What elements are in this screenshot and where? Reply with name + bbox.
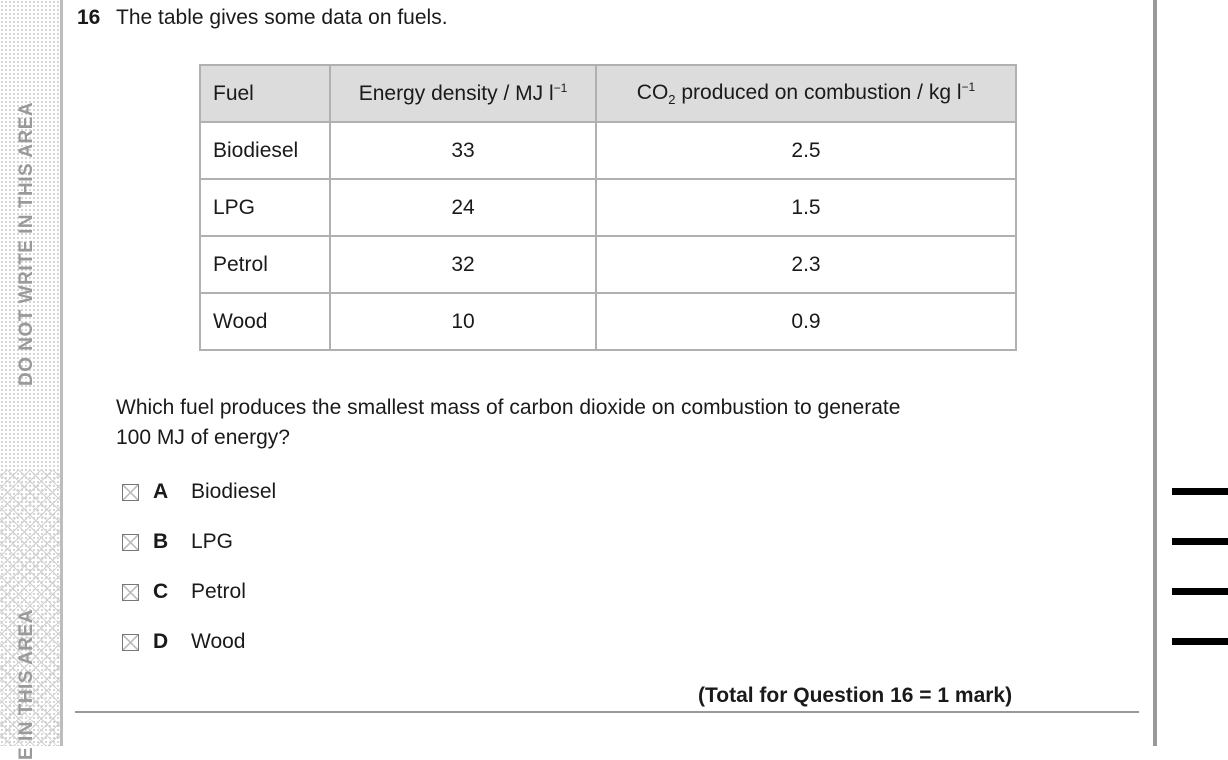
header-energy-density: Energy density / MJ l−1 — [329, 64, 597, 123]
question-number: 16 — [77, 6, 101, 29]
total-marks: (Total for Question 16 = 1 mark) — [698, 684, 1013, 707]
header-energy-sup: −1 — [553, 81, 568, 95]
answer-checkbox[interactable] — [122, 534, 139, 551]
header-co2-text: CO — [636, 80, 669, 104]
cell-fuel: LPG — [199, 178, 331, 237]
header-co2-produced: CO2 produced on combustion / kg l−1 — [595, 64, 1017, 123]
question-stem: The table gives some data on fuels. — [116, 6, 448, 29]
prompt-line: Which fuel produces the smallest mass of… — [116, 396, 901, 419]
answer-checkbox[interactable] — [122, 484, 139, 501]
timing-mark — [1172, 538, 1228, 545]
option-letter: C — [153, 580, 169, 603]
option-text: Wood — [191, 630, 246, 653]
option-letter: B — [153, 530, 169, 553]
cell-co2: 2.5 — [595, 121, 1017, 180]
answer-checkbox[interactable] — [122, 584, 139, 601]
header-co2-sup: −1 — [961, 79, 976, 94]
right-margin — [1157, 0, 1228, 746]
header-co2-sub: 2 — [668, 92, 676, 108]
crosshatch-pattern — [0, 470, 60, 746]
left-margin-rule — [60, 0, 63, 746]
timing-mark — [1172, 638, 1228, 645]
cell-co2: 1.5 — [595, 178, 1017, 237]
fuel-data-table: Fuel Energy density / MJ l−1 CO2 produce… — [199, 64, 1017, 351]
table-row: Wood 10 0.9 — [199, 292, 1017, 351]
cell-fuel: Biodiesel — [199, 121, 331, 180]
option-letter: A — [153, 480, 169, 503]
cell-energy: 33 — [329, 121, 597, 180]
table-row: Biodiesel 33 2.5 — [199, 121, 1017, 180]
timing-mark — [1172, 588, 1228, 595]
option-letter: D — [153, 630, 169, 653]
do-not-write-warning: DO NOT WRITE IN THIS AREA — [16, 101, 37, 386]
option-text: Petrol — [191, 580, 246, 603]
table-header-row: Fuel Energy density / MJ l−1 CO2 produce… — [199, 64, 1017, 123]
right-margin-rule — [1153, 0, 1157, 746]
cell-energy: 24 — [329, 178, 597, 237]
header-co2-rest: produced on combustion / kg l — [675, 80, 962, 104]
cell-fuel: Wood — [199, 292, 331, 351]
option-text: Biodiesel — [191, 480, 277, 503]
header-fuel: Fuel — [199, 64, 331, 123]
table-row: LPG 24 1.5 — [199, 178, 1017, 237]
question-prompt: Which fuel produces the smallest mass of… — [116, 393, 1036, 453]
do-not-write-warning-partial: E IN THIS AREA — [16, 609, 37, 760]
question-end-rule — [75, 711, 1139, 713]
left-margin-no-write-zone: DO NOT WRITE IN THIS AREA E IN THIS AREA — [0, 0, 60, 760]
table-row: Petrol 32 2.3 — [199, 235, 1017, 294]
answer-checkbox[interactable] — [122, 634, 139, 651]
header-energy-text: Energy density / MJ l — [358, 82, 554, 105]
cell-co2: 0.9 — [595, 292, 1017, 351]
prompt-line: 100 MJ of energy? — [116, 426, 290, 449]
cell-co2: 2.3 — [595, 235, 1017, 294]
timing-mark — [1172, 488, 1228, 495]
cell-energy: 10 — [329, 292, 597, 351]
cell-energy: 32 — [329, 235, 597, 294]
cell-fuel: Petrol — [199, 235, 331, 294]
option-text: LPG — [191, 530, 234, 553]
